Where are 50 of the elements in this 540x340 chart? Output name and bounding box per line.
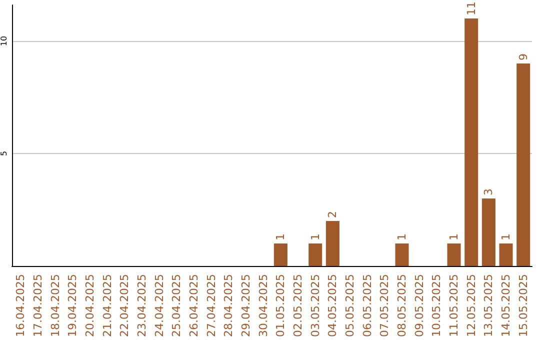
data-label: 3 <box>482 188 496 196</box>
data-label: 2 <box>326 211 340 218</box>
x-tick-label: 02.05.2025 <box>292 274 304 338</box>
data-label: 1 <box>274 234 288 241</box>
x-tick-label: 24.04.2025 <box>152 274 166 338</box>
x-tick-label: 10.05.2025 <box>430 274 444 338</box>
data-label: 9 <box>516 54 530 61</box>
bar <box>326 221 340 266</box>
x-tick-label: 04.05.2025 <box>326 274 340 338</box>
x-tick-label: 16.04.2025 <box>14 274 28 338</box>
data-label: 1 <box>448 234 460 241</box>
x-tick-label: 22.04.2025 <box>118 274 132 338</box>
bar <box>499 244 513 266</box>
bar <box>464 18 478 266</box>
x-tick-label: 09.05.2025 <box>412 274 426 338</box>
x-tick-label: 07.05.2025 <box>378 274 392 338</box>
x-tick-label: 03.05.2025 <box>308 274 322 338</box>
x-tick-label: 26.04.2025 <box>188 274 200 338</box>
x-tick-label: 25.04.2025 <box>170 274 184 338</box>
x-tick-label: 20.04.2025 <box>84 274 96 338</box>
x-tick-label: 01.05.2025 <box>274 274 288 338</box>
x-tick-label: 28.04.2025 <box>222 274 236 338</box>
x-tick-label: 19.04.2025 <box>66 274 80 338</box>
x-tick-label: 23.04.2025 <box>136 274 148 338</box>
bar <box>447 244 461 266</box>
bar <box>482 198 496 266</box>
x-tick-label: 14.05.2025 <box>500 274 512 338</box>
x-tick-label: 27.04.2025 <box>204 274 218 338</box>
data-label: 11 <box>464 2 478 16</box>
x-tick-label: 21.04.2025 <box>100 274 114 338</box>
x-tick-label: 05.05.2025 <box>344 274 356 338</box>
x-tick-label: 30.04.2025 <box>256 274 270 338</box>
x-tick-label: 29.04.2025 <box>240 274 252 338</box>
bar <box>308 244 322 266</box>
x-tick-label: 13.05.2025 <box>482 274 496 338</box>
y-tick-label: 5 <box>0 150 8 156</box>
x-tick-label: 17.04.2025 <box>32 274 44 338</box>
bar <box>274 244 288 266</box>
bar <box>516 64 530 266</box>
x-tick-label: 08.05.2025 <box>396 274 408 338</box>
x-tick-label: 06.05.2025 <box>360 274 374 338</box>
bar <box>395 244 409 266</box>
x-tick-label: 11.05.2025 <box>448 274 460 338</box>
x-tick-label: 18.04.2025 <box>48 274 62 338</box>
y-tick-label: 10 <box>0 36 8 46</box>
x-tick-label: 15.05.2025 <box>516 274 530 338</box>
data-label: 1 <box>308 234 322 241</box>
data-label: 1 <box>396 234 408 241</box>
data-label: 1 <box>500 234 512 241</box>
x-tick-label: 12.05.2025 <box>464 274 478 338</box>
